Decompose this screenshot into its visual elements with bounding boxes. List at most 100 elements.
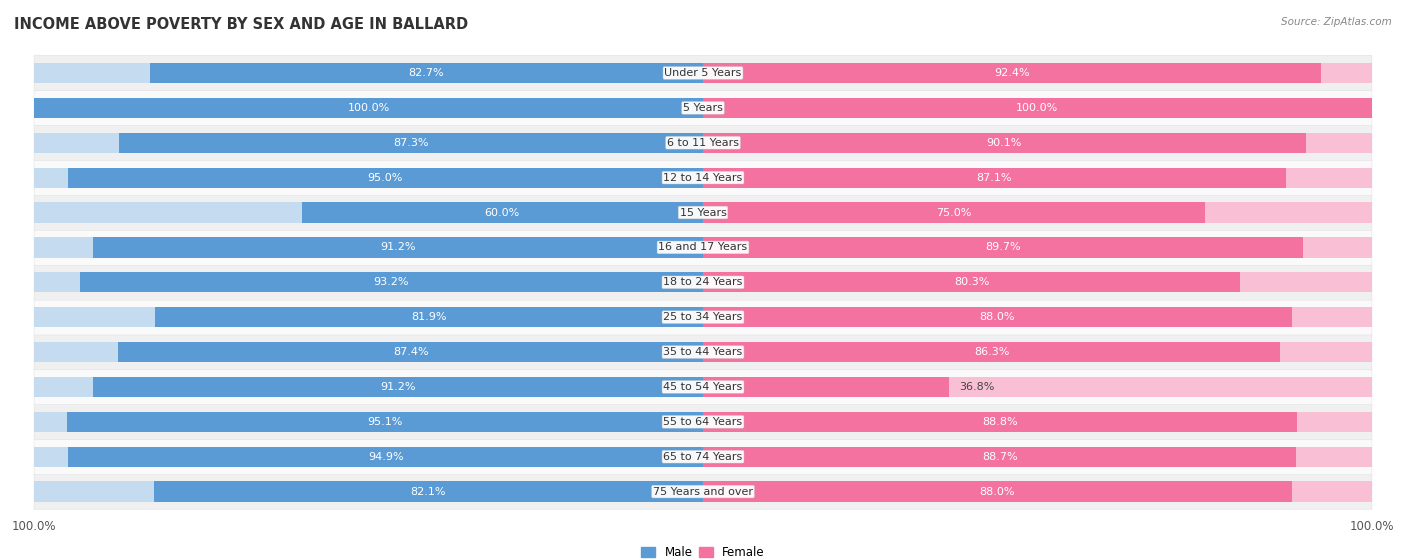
Bar <box>703 168 1372 188</box>
Text: 91.2%: 91.2% <box>380 243 416 253</box>
Bar <box>34 63 703 83</box>
Bar <box>703 447 1296 467</box>
Bar <box>34 412 703 432</box>
Text: 93.2%: 93.2% <box>374 277 409 287</box>
Bar <box>34 307 703 328</box>
Text: INCOME ABOVE POVERTY BY SEX AND AGE IN BALLARD: INCOME ABOVE POVERTY BY SEX AND AGE IN B… <box>14 17 468 32</box>
Bar <box>34 237 703 258</box>
Text: 16 and 17 Years: 16 and 17 Years <box>658 243 748 253</box>
Text: 94.9%: 94.9% <box>368 452 404 462</box>
Text: 60.0%: 60.0% <box>485 207 520 217</box>
Bar <box>118 342 703 362</box>
Text: 88.0%: 88.0% <box>980 486 1015 496</box>
Bar <box>703 202 1205 222</box>
Text: 95.1%: 95.1% <box>367 417 402 427</box>
Bar <box>34 202 703 222</box>
FancyBboxPatch shape <box>34 369 1372 405</box>
Text: 75 Years and over: 75 Years and over <box>652 486 754 496</box>
Text: 75.0%: 75.0% <box>936 207 972 217</box>
Bar <box>703 237 1303 258</box>
Bar <box>703 272 1372 292</box>
Bar <box>703 342 1372 362</box>
Bar <box>703 481 1292 502</box>
Bar <box>302 202 703 222</box>
Text: 91.2%: 91.2% <box>380 382 416 392</box>
Bar <box>155 307 703 328</box>
FancyBboxPatch shape <box>34 125 1372 160</box>
Text: 100.0%: 100.0% <box>1017 103 1059 113</box>
FancyBboxPatch shape <box>34 474 1372 509</box>
Text: 82.1%: 82.1% <box>411 486 446 496</box>
Text: 36.8%: 36.8% <box>959 382 994 392</box>
Legend: Male, Female: Male, Female <box>637 542 769 559</box>
Text: 15 Years: 15 Years <box>679 207 727 217</box>
FancyBboxPatch shape <box>34 90 1372 126</box>
Text: 88.0%: 88.0% <box>980 312 1015 322</box>
Bar <box>703 377 1372 397</box>
Bar <box>703 447 1372 467</box>
Text: 55 to 64 Years: 55 to 64 Years <box>664 417 742 427</box>
Bar <box>703 481 1372 502</box>
Bar <box>34 447 703 467</box>
Bar <box>67 412 703 432</box>
Bar <box>34 481 703 502</box>
Bar <box>703 98 1372 118</box>
Text: 95.0%: 95.0% <box>367 173 404 183</box>
Bar <box>34 272 703 292</box>
Bar <box>93 377 703 397</box>
Text: 65 to 74 Years: 65 to 74 Years <box>664 452 742 462</box>
Text: 89.7%: 89.7% <box>986 243 1021 253</box>
FancyBboxPatch shape <box>34 334 1372 370</box>
Bar <box>34 342 703 362</box>
Text: 5 Years: 5 Years <box>683 103 723 113</box>
Bar <box>703 307 1292 328</box>
FancyBboxPatch shape <box>34 300 1372 335</box>
Bar <box>703 132 1306 153</box>
Bar <box>703 307 1372 328</box>
Bar <box>150 63 703 83</box>
Text: 90.1%: 90.1% <box>987 138 1022 148</box>
Bar <box>34 377 703 397</box>
Bar <box>703 412 1372 432</box>
FancyBboxPatch shape <box>34 439 1372 475</box>
Bar <box>703 377 949 397</box>
Bar <box>703 272 1240 292</box>
Bar <box>703 202 1372 222</box>
Bar <box>703 412 1296 432</box>
Text: Under 5 Years: Under 5 Years <box>665 68 741 78</box>
Bar <box>703 168 1285 188</box>
Text: 87.1%: 87.1% <box>977 173 1012 183</box>
FancyBboxPatch shape <box>34 404 1372 439</box>
Text: 87.3%: 87.3% <box>394 138 429 148</box>
Text: Source: ZipAtlas.com: Source: ZipAtlas.com <box>1281 17 1392 27</box>
Bar <box>67 168 703 188</box>
Text: 35 to 44 Years: 35 to 44 Years <box>664 347 742 357</box>
Bar <box>93 237 703 258</box>
Bar <box>703 237 1372 258</box>
Text: 45 to 54 Years: 45 to 54 Years <box>664 382 742 392</box>
Text: 88.7%: 88.7% <box>981 452 1018 462</box>
FancyBboxPatch shape <box>34 55 1372 91</box>
Text: 82.7%: 82.7% <box>409 68 444 78</box>
Bar <box>80 272 703 292</box>
Text: 86.3%: 86.3% <box>974 347 1010 357</box>
FancyBboxPatch shape <box>34 195 1372 230</box>
Bar <box>703 98 1372 118</box>
Bar <box>703 63 1372 83</box>
FancyBboxPatch shape <box>34 160 1372 196</box>
Bar <box>703 63 1322 83</box>
Text: 80.3%: 80.3% <box>953 277 990 287</box>
Bar <box>703 342 1281 362</box>
FancyBboxPatch shape <box>34 230 1372 265</box>
Bar <box>69 447 703 467</box>
Bar <box>34 98 703 118</box>
Text: 100.0%: 100.0% <box>347 103 389 113</box>
Text: 18 to 24 Years: 18 to 24 Years <box>664 277 742 287</box>
Bar <box>703 132 1372 153</box>
Bar <box>34 168 703 188</box>
Text: 88.8%: 88.8% <box>983 417 1018 427</box>
Text: 81.9%: 81.9% <box>412 312 447 322</box>
Text: 25 to 34 Years: 25 to 34 Years <box>664 312 742 322</box>
Text: 6 to 11 Years: 6 to 11 Years <box>666 138 740 148</box>
Bar <box>153 481 703 502</box>
